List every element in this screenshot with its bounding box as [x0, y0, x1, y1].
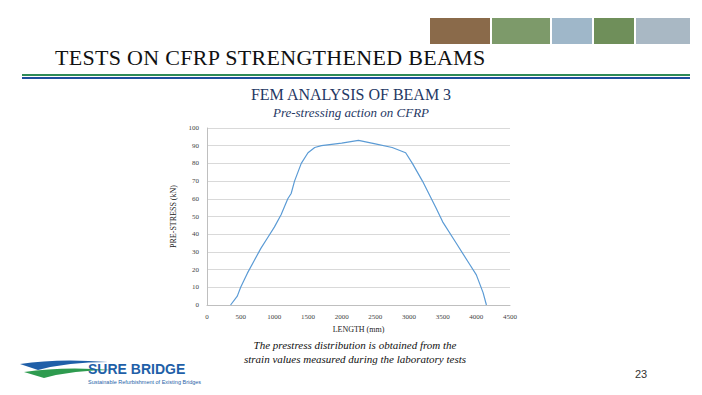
svg-text:20: 20 [192, 266, 200, 274]
svg-text:PRE-STRESS (kN): PRE-STRESS (kN) [169, 185, 178, 248]
svg-text:10: 10 [192, 283, 200, 291]
svg-text:100: 100 [189, 124, 200, 132]
html-text:FEM ANALYSIS OF BEAM 3: FEM ANALYSIS OF BEAM 3 [250, 86, 452, 103]
svg-text:50: 50 [192, 213, 200, 221]
svg-text:SURE BRIDGE: SURE BRIDGE [88, 361, 185, 377]
svg-text:40: 40 [192, 230, 200, 238]
svg-text:Sustainable Refurbishment of E: Sustainable Refurbishment of Existing Br… [88, 379, 201, 385]
svg-text:30: 30 [192, 248, 200, 256]
svg-text:1000: 1000 [267, 313, 282, 321]
svg-text:80: 80 [192, 159, 200, 167]
html-text:The prestress distribution is: The prestress distribution is obtained f… [253, 339, 457, 351]
html-text:strain values measured during: strain values measured during the labora… [244, 353, 466, 365]
svg-text:500: 500 [235, 313, 246, 321]
svg-text:2000: 2000 [335, 313, 350, 321]
html-text:23: 23 [635, 368, 648, 380]
svg-text:70: 70 [192, 177, 200, 185]
svg-text:0: 0 [196, 301, 200, 309]
svg-text:0: 0 [205, 313, 209, 321]
svg-text:4000: 4000 [469, 313, 484, 321]
svg-text:4500: 4500 [503, 313, 518, 321]
svg-text:2500: 2500 [368, 313, 383, 321]
html-text:TESTS ON CFRP STRENGTHENED BEA: TESTS ON CFRP STRENGTHENED BEAMS [55, 45, 486, 70]
html-text:Pre-stressing action on CFRP: Pre-stressing action on CFRP [272, 105, 429, 120]
svg-text:90: 90 [192, 142, 200, 150]
svg-text:1500: 1500 [301, 313, 316, 321]
svg-text:60: 60 [192, 195, 200, 203]
svg-text:LENGTH (mm): LENGTH (mm) [333, 325, 385, 334]
svg-text:3000: 3000 [402, 313, 417, 321]
svg-text:3500: 3500 [436, 313, 451, 321]
